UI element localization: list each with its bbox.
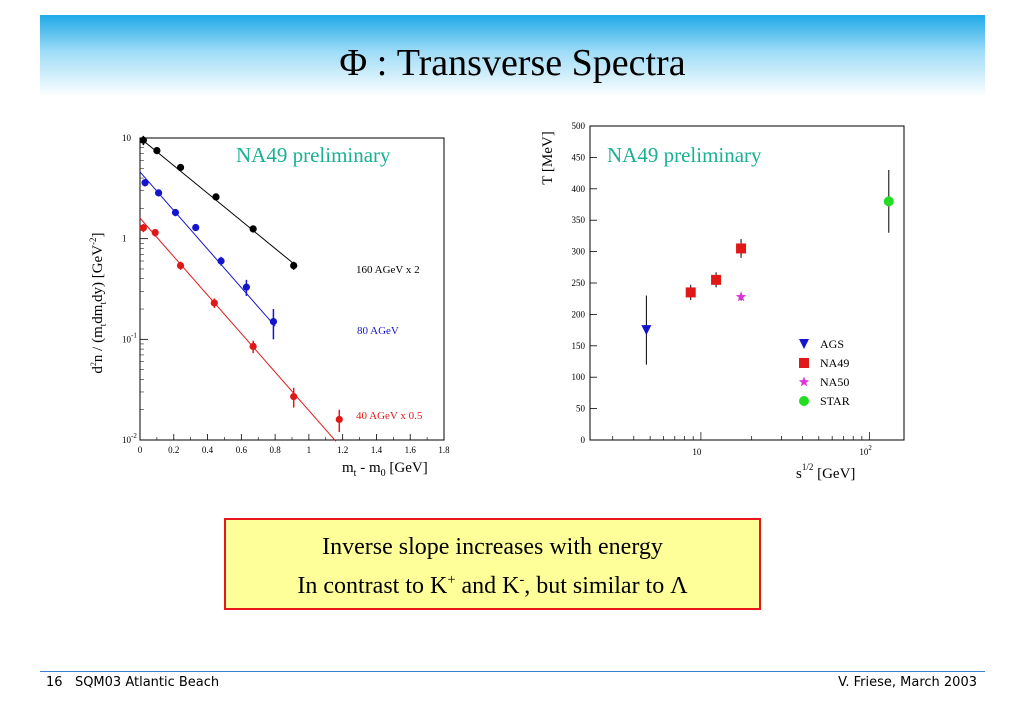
fit-line-0 <box>139 137 298 267</box>
y-tick-label: 50 <box>576 404 586 414</box>
x-tick-label: 0.4 <box>202 445 214 455</box>
data-point <box>210 299 218 307</box>
y-tick-exponent: -2 <box>131 432 137 440</box>
series-label-80: 80 AGeV <box>357 325 399 337</box>
y-tick-label: 100 <box>572 372 586 382</box>
data-point <box>269 318 278 326</box>
y-tick-label: 10-2 <box>122 432 137 445</box>
x-tick-label: 0.8 <box>269 445 281 455</box>
data-point <box>335 415 343 424</box>
x-tick-label: 0.6 <box>236 445 248 455</box>
title-banner: Φ : Transverse Spectra <box>40 15 985 97</box>
x-tick-label: 0.2 <box>168 445 179 455</box>
conclusion-line-2: In contrast to K+ and K-, but similar to… <box>297 572 688 599</box>
footer-left: 16 SQM03 Atlantic Beach <box>46 675 220 690</box>
marker-square <box>685 287 696 298</box>
marker-triangle <box>799 339 809 349</box>
data-point <box>249 342 257 351</box>
data-point <box>249 225 257 233</box>
marker-circle <box>883 196 894 207</box>
chart2-y-axis-label: T [MeV] <box>540 131 556 184</box>
slide-title: Φ : Transverse Spectra <box>339 42 686 84</box>
marker-square <box>799 358 809 368</box>
y-tick-label: 10-1 <box>122 331 137 344</box>
y-tick-label: 10 <box>122 133 132 143</box>
series-label-160: 160 AGeV x 2 <box>356 264 420 276</box>
marker-square <box>736 243 747 254</box>
footer-right: V. Friese, March 2003 <box>838 675 977 690</box>
x-tick-exponent: 2 <box>868 444 872 452</box>
data-point <box>217 257 225 265</box>
data-point <box>176 262 185 270</box>
conclusion-line-1: Inverse slope increases with energy <box>322 534 663 560</box>
legend-label: STAR <box>820 394 850 408</box>
y-tick-label: 400 <box>572 184 586 194</box>
data-point <box>242 283 250 291</box>
data-point <box>212 193 220 201</box>
chart2-annotation: NA49 preliminary <box>607 143 762 167</box>
y-tick-label: 500 <box>572 121 586 131</box>
data-point <box>290 262 298 270</box>
fit-line-2 <box>139 217 337 442</box>
y-tick-label: 150 <box>572 341 586 351</box>
chart1-annotation: NA49 preliminary <box>236 143 391 167</box>
legend-label: AGS <box>820 337 844 351</box>
y-tick-label: 250 <box>572 278 586 288</box>
marker-triangle <box>641 325 652 336</box>
series-label-40: 40 AGeV x 0.5 <box>356 410 423 422</box>
chart2-plot-frame <box>589 125 905 441</box>
chart2-x-axis-label: s1/2 [GeV] <box>796 462 855 482</box>
data-point <box>192 223 200 232</box>
data-point <box>154 189 163 197</box>
data-point <box>151 228 159 237</box>
conclusion-box: Inverse slope increases with energy In c… <box>224 518 761 610</box>
footer-divider <box>40 671 985 672</box>
x-tick-label: 1.8 <box>438 445 450 455</box>
x-tick-label: 1.4 <box>371 445 383 455</box>
y-tick-label: 0 <box>581 435 586 445</box>
x-tick-label: 1 <box>307 445 312 455</box>
slope-vs-energy-chart: 0 50 100 150 200 250 300 350 400 450 500 10 102 AGS N… <box>540 121 905 482</box>
data-point <box>153 146 161 155</box>
fit-line-1 <box>139 171 276 327</box>
y-tick-label: 350 <box>572 215 586 225</box>
data-point <box>139 224 147 232</box>
data-point <box>171 208 180 217</box>
y-tick-label: 1 <box>122 234 127 244</box>
marker-circle <box>799 396 809 406</box>
marker-square <box>711 274 722 285</box>
chart1-x-axis-label: mt - m0 [GeV] <box>342 460 428 479</box>
x-tick-label: 1.6 <box>405 445 417 455</box>
data-point <box>176 163 185 172</box>
legend-label: NA50 <box>820 375 849 389</box>
data-point <box>141 179 149 187</box>
x-tick-label: 1.2 <box>337 445 348 455</box>
x-tick-label: 102 <box>859 444 872 457</box>
marker-star <box>735 291 747 302</box>
marker-star <box>798 376 810 387</box>
y-tick-label: 300 <box>572 247 586 257</box>
data-point <box>139 136 147 144</box>
legend-label: NA49 <box>820 356 849 370</box>
data-point <box>290 392 298 401</box>
mt-spectra-chart: 0 0.2 0.4 0.6 0.8 1 1.2 1.4 1.6 1.8 10 1 10-1 10-2 NA… <box>88 133 450 479</box>
x-tick-label: 0 <box>138 445 143 455</box>
y-tick-label: 200 <box>572 309 586 319</box>
y-tick-label: 450 <box>572 152 586 162</box>
chart1-y-axis-label: d2n / (mtdmtdy) [GeV-2] <box>88 232 108 373</box>
x-tick-label: 10 <box>692 447 702 457</box>
y-tick-exponent: -1 <box>131 331 137 339</box>
